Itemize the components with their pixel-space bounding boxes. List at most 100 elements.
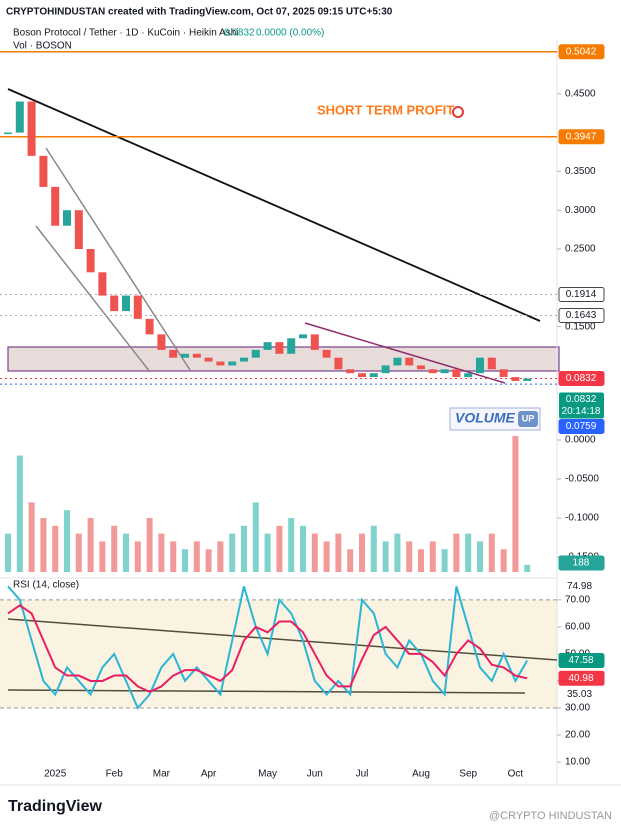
candle: [369, 373, 378, 378]
volume-bar: [193, 541, 200, 572]
badge: [449, 407, 541, 431]
volume-bar: [75, 533, 82, 572]
candle: [393, 357, 402, 366]
volume-bar: [453, 533, 460, 572]
candle: [216, 361, 225, 366]
candle: [98, 272, 107, 296]
volume-bar: [170, 541, 177, 572]
logo: TradingView: [8, 798, 103, 815]
y-tick-label: 0.1500: [565, 321, 596, 332]
volume-bar: [40, 518, 47, 572]
badge-text: VOLUME: [455, 410, 516, 426]
level-tag: 0.0759: [566, 421, 597, 432]
level-tag-bg: [558, 44, 605, 60]
y-tick-label: 20.00: [565, 730, 590, 741]
credit: CRYPTOHINDUSTAN created with TradingView…: [6, 7, 393, 18]
symbol: Boson Protocol / Tether · 1D · KuCoin · …: [13, 28, 238, 39]
candle: [322, 349, 331, 358]
price-tag-bg: [559, 392, 604, 419]
y-tick-label: 30.00: [565, 703, 590, 714]
candle: [204, 357, 213, 362]
candle: [381, 365, 390, 374]
candle: [74, 210, 83, 250]
volume-bar: [87, 518, 94, 572]
candle: [417, 365, 425, 370]
volume-tag: 188: [573, 558, 590, 569]
candle: [299, 334, 307, 339]
level-tag-bg: [558, 308, 605, 324]
candle: [228, 361, 237, 366]
volume-bar: [28, 502, 35, 572]
volume-bar: [359, 533, 365, 572]
volume-bar: [252, 502, 259, 572]
trend-line: [304, 322, 506, 384]
x-tick-label: Jun: [307, 769, 323, 780]
x-tick-label: Oct: [508, 769, 524, 780]
x-tick-label: Feb: [106, 769, 124, 780]
candle: [15, 101, 24, 133]
candle: [464, 373, 473, 378]
candle: [334, 357, 343, 370]
rsi-tag: 47.58: [568, 655, 593, 666]
volume-bar: [52, 525, 59, 572]
rsi-tag: 40.98: [568, 673, 593, 684]
y-tick-label: -0.1000: [565, 513, 599, 524]
candle: [181, 353, 189, 358]
y-tick-label: -0.0500: [565, 474, 599, 485]
volume-bar: [512, 436, 519, 572]
level-tag: 0.3947: [566, 131, 597, 142]
volume-bar: [382, 541, 389, 572]
candle: [499, 369, 508, 378]
level-tag-bg: [558, 418, 605, 434]
volume-bar: [64, 510, 70, 572]
volume-bar: [335, 533, 342, 572]
x-tick-label: May: [258, 769, 277, 780]
rsi-line: [7, 585, 529, 710]
candle: [263, 342, 272, 350]
level-tag-bg: [558, 370, 605, 386]
volume-bar: [323, 541, 330, 572]
x-tick-label: Apr: [201, 769, 217, 780]
volume-bar: [488, 533, 495, 572]
rsi-trend-line: [7, 689, 526, 694]
volume-bar: [5, 533, 11, 572]
volume-bar: [123, 533, 129, 572]
candle: [192, 353, 201, 358]
candle: [275, 342, 284, 354]
rsi-tag-bg: [558, 670, 605, 686]
candle: [39, 155, 48, 187]
x-tick-label: 2025: [44, 769, 67, 780]
badge-icon: [518, 411, 538, 427]
volume-bar: [500, 549, 507, 572]
candle: [346, 369, 355, 374]
volume-bar: [276, 525, 283, 572]
volume-bar: [477, 541, 483, 572]
x-tick-label: Aug: [412, 769, 430, 780]
y-tick-label: 70.00: [565, 595, 590, 606]
rsi-title: RSI (14, close): [13, 580, 79, 591]
candle: [452, 369, 461, 378]
volume-bar: [111, 525, 118, 572]
candle: [511, 377, 520, 381]
volume-bar: [99, 541, 106, 572]
y-tick-label: 10.00: [565, 757, 590, 768]
y-tick-label: 0.3000: [565, 205, 596, 216]
channel-line: [45, 147, 191, 371]
volume-bar: [16, 455, 23, 572]
candle: [86, 249, 95, 273]
volume-bar: [264, 533, 271, 572]
volume-bar: [465, 533, 472, 572]
level-tag-bg: [558, 129, 605, 145]
rsi-tag: 35.03: [567, 689, 592, 700]
level-tag: 0.1643: [566, 310, 597, 321]
candle: [487, 357, 496, 370]
y-tick-label: 0.2500: [565, 244, 596, 255]
range-zone: [7, 346, 560, 372]
candle: [240, 357, 248, 362]
candle: [4, 132, 12, 135]
trend-line: [7, 88, 541, 322]
volume-bar: [441, 549, 448, 572]
y-tick-label: 0.3500: [565, 166, 596, 177]
annotation: SHORT TERM PROFIT: [317, 102, 454, 117]
